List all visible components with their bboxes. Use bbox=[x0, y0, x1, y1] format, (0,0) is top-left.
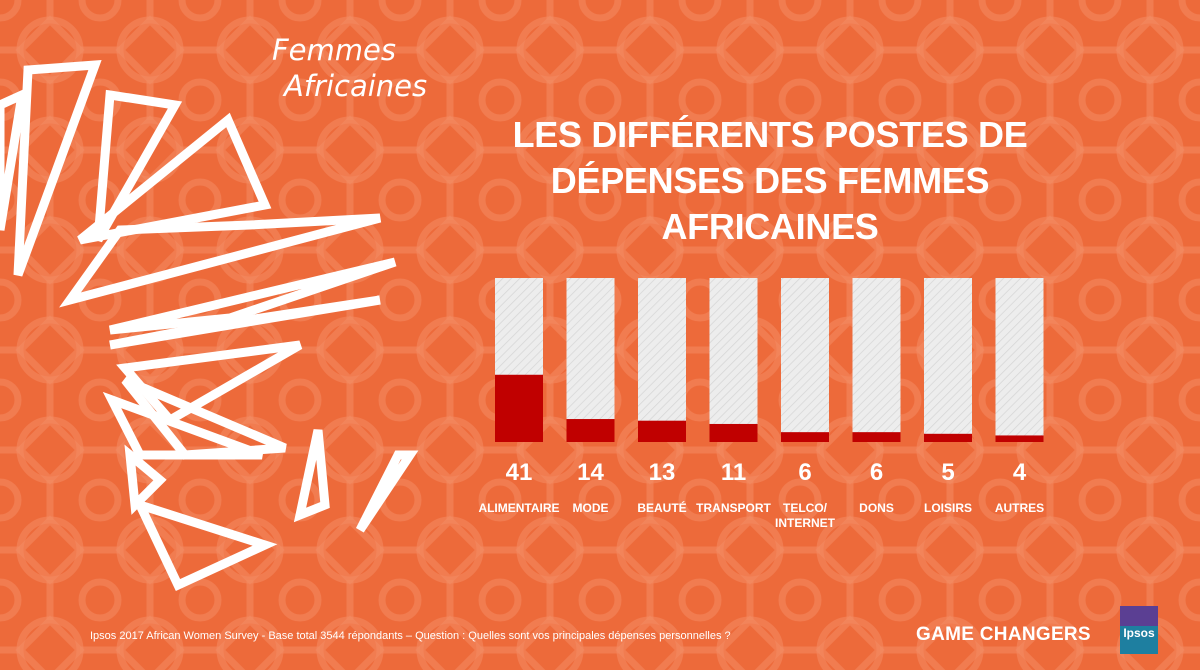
bar bbox=[638, 420, 686, 442]
bar-track bbox=[709, 278, 758, 442]
category-label: ALIMENTAIRE bbox=[478, 501, 559, 515]
bar-track bbox=[995, 278, 1044, 442]
ipsos-logo: Ipsos bbox=[1120, 606, 1158, 654]
source-footnote: Ipsos 2017 African Women Survey - Base t… bbox=[90, 630, 731, 642]
value-label: 11 bbox=[721, 459, 746, 486]
brand-line-2: Africaines bbox=[284, 69, 428, 103]
brand-line-1: Femmes bbox=[272, 33, 396, 67]
tagline: GAME CHANGERS bbox=[916, 624, 1091, 645]
bar bbox=[852, 432, 901, 442]
bar-track bbox=[852, 278, 901, 442]
category-label: DONS bbox=[859, 501, 894, 515]
value-label: 6 bbox=[870, 459, 883, 486]
value-label: 13 bbox=[649, 459, 676, 486]
category-label: TRANSPORT bbox=[696, 501, 771, 515]
page-title: LES DIFFÉRENTS POSTES DE DÉPENSES DES FE… bbox=[440, 112, 1100, 250]
category-label: LOISIRS bbox=[924, 501, 972, 515]
bar bbox=[495, 374, 543, 442]
value-label: 5 bbox=[941, 459, 954, 486]
title-line-1: LES DIFFÉRENTS POSTES DE bbox=[512, 114, 1028, 155]
africa-map-illustration bbox=[0, 59, 419, 591]
bar bbox=[566, 419, 615, 442]
bar bbox=[781, 432, 829, 442]
category-label: AUTRES bbox=[995, 501, 1044, 515]
bar-track bbox=[924, 278, 972, 442]
bar bbox=[995, 435, 1044, 442]
bar bbox=[924, 433, 972, 442]
value-label: 41 bbox=[506, 459, 533, 486]
bar-track bbox=[566, 278, 615, 442]
bar-track bbox=[638, 278, 686, 442]
category-label: TELCO/INTERNET bbox=[775, 501, 836, 530]
value-label: 14 bbox=[577, 459, 604, 486]
title-line-2: DÉPENSES DES FEMMES AFRICAINES bbox=[550, 160, 990, 247]
logo-text: Ipsos bbox=[1123, 626, 1155, 640]
value-label: 4 bbox=[1013, 459, 1027, 486]
bar bbox=[709, 423, 758, 442]
category-label: MODE bbox=[573, 501, 609, 515]
brand-title: Femmes Africaines bbox=[272, 32, 427, 104]
bar-track bbox=[781, 278, 829, 442]
category-label: BEAUTÉ bbox=[637, 500, 686, 515]
value-label: 6 bbox=[798, 459, 811, 486]
